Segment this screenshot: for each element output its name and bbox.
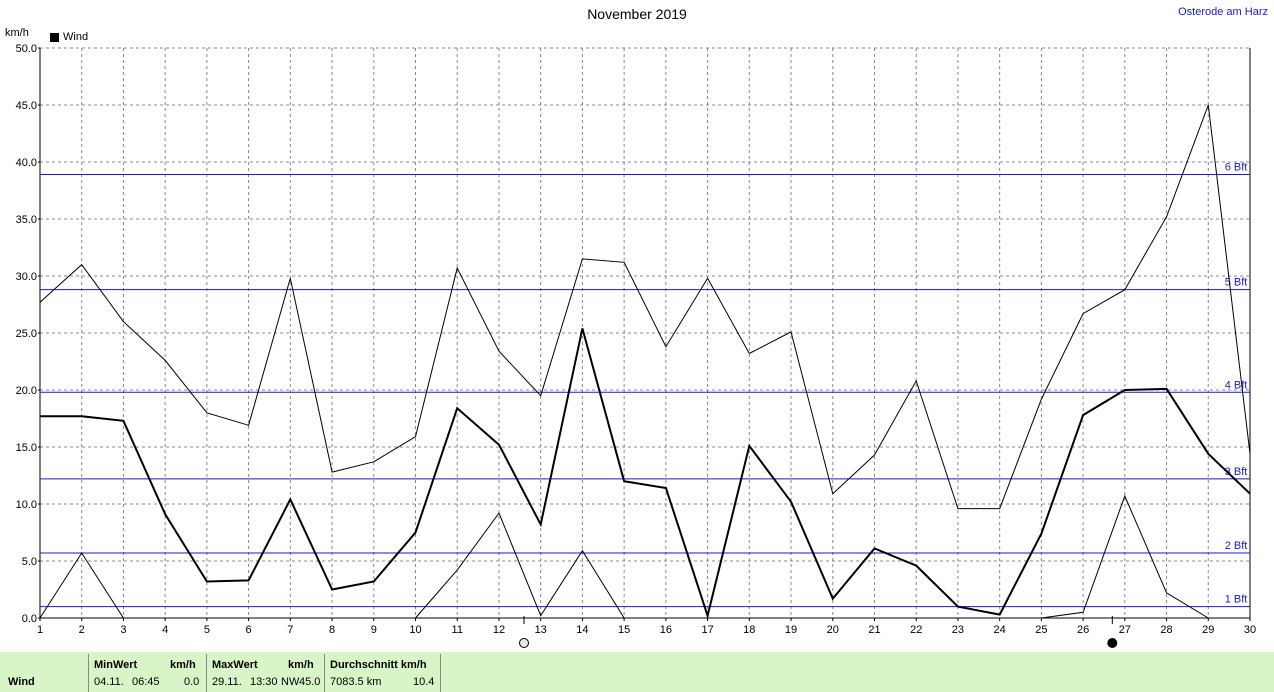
x-tick-label: 28: [1160, 624, 1172, 636]
x-tick-label: 20: [827, 624, 839, 636]
chart-title: November 2019: [587, 6, 687, 22]
y-tick-label: 20.0: [16, 385, 37, 397]
max-value: 45.0: [299, 676, 321, 688]
x-tick-label: 15: [618, 624, 630, 636]
y-tick-label: 35.0: [16, 214, 37, 226]
y-tick-label: 45.0: [16, 100, 37, 112]
x-tick-label: 29: [1202, 624, 1214, 636]
y-tick-label: 40.0: [16, 157, 37, 169]
x-tick-label: 12: [493, 624, 505, 636]
y-tick-label: 25.0: [16, 328, 37, 340]
x-tick-label: 26: [1077, 624, 1089, 636]
footer-row-label: Wind: [8, 676, 35, 688]
min-value: 0.0: [184, 676, 200, 688]
max-direction: NW: [281, 676, 300, 688]
x-tick-label: 11: [452, 624, 463, 636]
series-line-minimum: [415, 512, 625, 619]
beaufort-label: 6 Bft: [1225, 162, 1248, 174]
y-tick-label: 0.0: [22, 613, 37, 625]
max-header: MaxWert: [212, 659, 258, 671]
footer-divider: [440, 654, 441, 692]
footer-divider: [206, 654, 207, 692]
x-tick-label: 9: [371, 624, 377, 636]
x-tick-label: 23: [952, 624, 964, 636]
beaufort-label: 5 Bft: [1225, 277, 1248, 289]
legend: Wind: [50, 31, 88, 43]
min-time: 06:45: [132, 676, 160, 688]
min-date: 04.11.: [94, 676, 124, 688]
y-tick-label: 30.0: [16, 271, 37, 283]
avg-distance: 7083.5 km: [330, 676, 382, 688]
wind-chart: 0.0 5.0 10.0 15.0 20.0 25.0 30.0 35.0 40.0 45.0 50…: [16, 43, 1256, 648]
y-tick-label: 15.0: [16, 442, 37, 454]
full-moon-icon: [519, 638, 529, 648]
x-tick-label: 5: [204, 624, 210, 636]
x-tick-label: 17: [701, 624, 713, 636]
x-tick-label: 7: [287, 624, 293, 636]
x-tick-label: 21: [868, 624, 880, 636]
min-unit: km/h: [170, 659, 196, 671]
new-moon-icon: [1107, 638, 1118, 648]
beaufort-label: 1 Bft: [1225, 594, 1248, 606]
x-tick-label: 13: [535, 624, 547, 636]
series-line-maximum: [39, 104, 1251, 510]
series-line-average: [40, 328, 1251, 620]
x-tick-label: 30: [1244, 624, 1256, 636]
series-line-minimum: [39, 552, 166, 619]
y-tick-label: 5.0: [22, 556, 37, 568]
x-tick-label: 25: [1035, 624, 1047, 636]
x-tick-label: 14: [576, 624, 588, 636]
x-tick-label: 4: [162, 624, 168, 636]
station-link[interactable]: Osterode am Harz: [1178, 6, 1268, 18]
x-tick-label: 27: [1119, 624, 1131, 636]
stats-footer: Wind MinWert km/h 04.11. 06:45 0.0 MaxWe…: [0, 652, 1274, 692]
footer-divider: [88, 654, 89, 692]
max-time: 13:30: [250, 676, 278, 688]
beaufort-label: 2 Bft: [1225, 540, 1248, 552]
legend-label: Wind: [63, 31, 89, 43]
legend-swatch: [50, 32, 59, 42]
y-tick-label: 10.0: [16, 499, 37, 511]
x-tick-label: 22: [910, 624, 922, 636]
x-tick-label: 18: [743, 624, 755, 636]
max-date: 29.11.: [212, 676, 242, 688]
avg-header: Durchschnitt km/h: [330, 659, 427, 671]
x-tick-label: 2: [79, 624, 85, 636]
x-tick-label: 1: [37, 624, 43, 636]
avg-value: 10.4: [413, 676, 435, 688]
footer-divider: [324, 654, 325, 692]
x-tick-label: 8: [329, 624, 335, 636]
x-tick-label: 6: [246, 624, 252, 636]
x-tick-label: 24: [994, 624, 1006, 636]
x-tick-label: 3: [120, 624, 126, 636]
y-tick-label: 50.0: [16, 43, 37, 55]
x-tick-label: 16: [660, 624, 672, 636]
x-tick-label: 19: [785, 624, 797, 636]
series-line-minimum: [1041, 494, 1209, 619]
beaufort-label: 4 Bft: [1225, 379, 1248, 391]
max-unit: km/h: [288, 659, 314, 671]
min-header: MinWert: [94, 659, 138, 671]
y-axis-unit: km/h: [5, 27, 29, 39]
x-tick-label: 10: [409, 624, 421, 636]
